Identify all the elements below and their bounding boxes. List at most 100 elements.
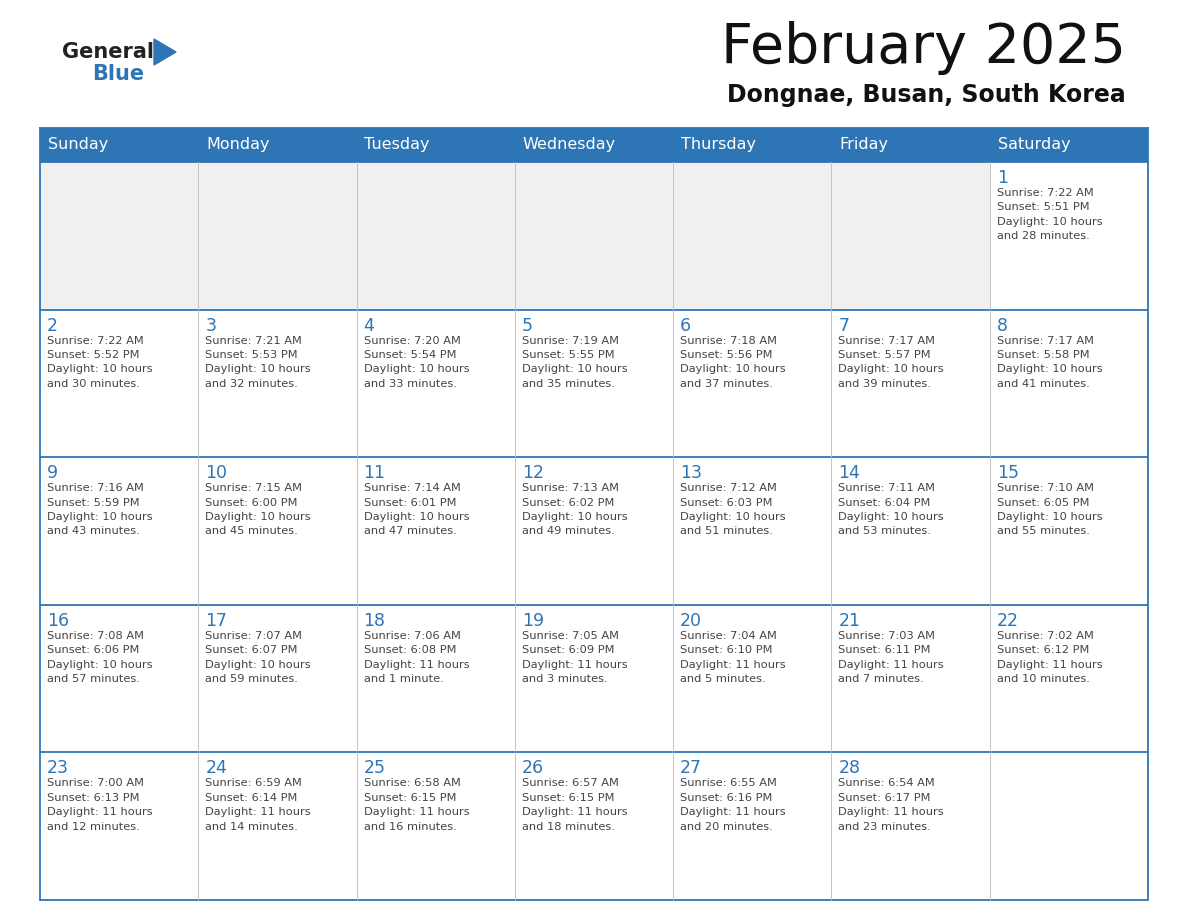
Text: 12: 12	[522, 465, 544, 482]
Text: Friday: Friday	[840, 138, 889, 152]
Bar	[674, 309, 832, 457]
Bar	[990, 309, 1148, 457]
Text: Wednesday: Wednesday	[523, 138, 615, 152]
Bar	[40, 457, 198, 605]
Text: Sunrise: 7:14 AM
Sunset: 6:01 PM
Daylight: 10 hours
and 47 minutes.: Sunrise: 7:14 AM Sunset: 6:01 PM Dayligh…	[364, 483, 469, 536]
Bar	[674, 162, 832, 309]
Bar	[674, 605, 832, 753]
Text: General: General	[62, 42, 154, 62]
Bar	[832, 309, 990, 457]
Text: February 2025: February 2025	[721, 21, 1126, 75]
Bar	[514, 128, 674, 162]
Text: Sunrise: 7:16 AM
Sunset: 5:59 PM
Daylight: 10 hours
and 43 minutes.: Sunrise: 7:16 AM Sunset: 5:59 PM Dayligh…	[48, 483, 152, 536]
Bar	[198, 605, 356, 753]
Text: 2: 2	[48, 317, 58, 334]
Text: 24: 24	[206, 759, 227, 778]
Text: Sunrise: 7:06 AM
Sunset: 6:08 PM
Daylight: 11 hours
and 1 minute.: Sunrise: 7:06 AM Sunset: 6:08 PM Dayligh…	[364, 631, 469, 684]
Text: Sunrise: 7:15 AM
Sunset: 6:00 PM
Daylight: 10 hours
and 45 minutes.: Sunrise: 7:15 AM Sunset: 6:00 PM Dayligh…	[206, 483, 311, 536]
Text: Sunrise: 7:18 AM
Sunset: 5:56 PM
Daylight: 10 hours
and 37 minutes.: Sunrise: 7:18 AM Sunset: 5:56 PM Dayligh…	[681, 336, 785, 389]
Bar	[198, 457, 356, 605]
Text: 21: 21	[839, 611, 860, 630]
Bar	[514, 605, 674, 753]
Bar	[40, 605, 198, 753]
Bar	[990, 753, 1148, 900]
Text: 26: 26	[522, 759, 544, 778]
Text: Sunrise: 6:54 AM
Sunset: 6:17 PM
Daylight: 11 hours
and 23 minutes.: Sunrise: 6:54 AM Sunset: 6:17 PM Dayligh…	[839, 778, 944, 832]
Text: 11: 11	[364, 465, 386, 482]
Text: 8: 8	[997, 317, 1007, 334]
Bar	[198, 128, 356, 162]
Text: Sunrise: 7:13 AM
Sunset: 6:02 PM
Daylight: 10 hours
and 49 minutes.: Sunrise: 7:13 AM Sunset: 6:02 PM Dayligh…	[522, 483, 627, 536]
Text: Dongnae, Busan, South Korea: Dongnae, Busan, South Korea	[727, 83, 1126, 107]
Polygon shape	[154, 39, 176, 65]
Text: 25: 25	[364, 759, 386, 778]
Bar	[674, 128, 832, 162]
Bar	[674, 753, 832, 900]
Bar	[356, 309, 514, 457]
Bar	[832, 605, 990, 753]
Text: 15: 15	[997, 465, 1019, 482]
Bar	[356, 128, 514, 162]
Text: Sunrise: 7:04 AM
Sunset: 6:10 PM
Daylight: 11 hours
and 5 minutes.: Sunrise: 7:04 AM Sunset: 6:10 PM Dayligh…	[681, 631, 785, 684]
Bar	[198, 309, 356, 457]
Text: 1: 1	[997, 169, 1007, 187]
Text: 18: 18	[364, 611, 386, 630]
Text: Sunrise: 7:00 AM
Sunset: 6:13 PM
Daylight: 11 hours
and 12 minutes.: Sunrise: 7:00 AM Sunset: 6:13 PM Dayligh…	[48, 778, 152, 832]
Text: 10: 10	[206, 465, 227, 482]
Text: 20: 20	[681, 611, 702, 630]
Text: Thursday: Thursday	[681, 138, 756, 152]
Text: 16: 16	[48, 611, 69, 630]
Text: Sunrise: 7:17 AM
Sunset: 5:57 PM
Daylight: 10 hours
and 39 minutes.: Sunrise: 7:17 AM Sunset: 5:57 PM Dayligh…	[839, 336, 944, 389]
Text: 14: 14	[839, 465, 860, 482]
Text: Sunrise: 6:58 AM
Sunset: 6:15 PM
Daylight: 11 hours
and 16 minutes.: Sunrise: 6:58 AM Sunset: 6:15 PM Dayligh…	[364, 778, 469, 832]
Text: Sunrise: 7:22 AM
Sunset: 5:51 PM
Daylight: 10 hours
and 28 minutes.: Sunrise: 7:22 AM Sunset: 5:51 PM Dayligh…	[997, 188, 1102, 241]
Text: Blue: Blue	[91, 64, 144, 84]
Text: 19: 19	[522, 611, 544, 630]
Text: 22: 22	[997, 611, 1019, 630]
Text: Sunrise: 7:11 AM
Sunset: 6:04 PM
Daylight: 10 hours
and 53 minutes.: Sunrise: 7:11 AM Sunset: 6:04 PM Dayligh…	[839, 483, 944, 536]
Text: Sunrise: 7:05 AM
Sunset: 6:09 PM
Daylight: 11 hours
and 3 minutes.: Sunrise: 7:05 AM Sunset: 6:09 PM Dayligh…	[522, 631, 627, 684]
Text: Sunrise: 7:10 AM
Sunset: 6:05 PM
Daylight: 10 hours
and 55 minutes.: Sunrise: 7:10 AM Sunset: 6:05 PM Dayligh…	[997, 483, 1102, 536]
Text: Sunrise: 7:20 AM
Sunset: 5:54 PM
Daylight: 10 hours
and 33 minutes.: Sunrise: 7:20 AM Sunset: 5:54 PM Dayligh…	[364, 336, 469, 389]
Bar	[40, 128, 198, 162]
Text: Sunrise: 6:57 AM
Sunset: 6:15 PM
Daylight: 11 hours
and 18 minutes.: Sunrise: 6:57 AM Sunset: 6:15 PM Dayligh…	[522, 778, 627, 832]
Text: Sunrise: 7:17 AM
Sunset: 5:58 PM
Daylight: 10 hours
and 41 minutes.: Sunrise: 7:17 AM Sunset: 5:58 PM Dayligh…	[997, 336, 1102, 389]
Bar	[514, 309, 674, 457]
Bar	[990, 457, 1148, 605]
Text: Sunrise: 6:59 AM
Sunset: 6:14 PM
Daylight: 11 hours
and 14 minutes.: Sunrise: 6:59 AM Sunset: 6:14 PM Dayligh…	[206, 778, 311, 832]
Text: 27: 27	[681, 759, 702, 778]
Text: 17: 17	[206, 611, 227, 630]
Text: Sunrise: 7:08 AM
Sunset: 6:06 PM
Daylight: 10 hours
and 57 minutes.: Sunrise: 7:08 AM Sunset: 6:06 PM Dayligh…	[48, 631, 152, 684]
Bar	[674, 457, 832, 605]
Text: 4: 4	[364, 317, 374, 334]
Bar	[198, 162, 356, 309]
Text: 3: 3	[206, 317, 216, 334]
Text: 13: 13	[681, 465, 702, 482]
Text: 6: 6	[681, 317, 691, 334]
Text: Tuesday: Tuesday	[365, 138, 430, 152]
Bar	[990, 162, 1148, 309]
Bar	[514, 457, 674, 605]
Bar	[990, 128, 1148, 162]
Text: 28: 28	[839, 759, 860, 778]
Bar	[832, 162, 990, 309]
Bar	[514, 753, 674, 900]
Text: Saturday: Saturday	[998, 138, 1070, 152]
Bar	[356, 457, 514, 605]
Text: Sunrise: 7:19 AM
Sunset: 5:55 PM
Daylight: 10 hours
and 35 minutes.: Sunrise: 7:19 AM Sunset: 5:55 PM Dayligh…	[522, 336, 627, 389]
Bar	[356, 162, 514, 309]
Text: Sunrise: 7:12 AM
Sunset: 6:03 PM
Daylight: 10 hours
and 51 minutes.: Sunrise: 7:12 AM Sunset: 6:03 PM Dayligh…	[681, 483, 785, 536]
Text: Sunrise: 6:55 AM
Sunset: 6:16 PM
Daylight: 11 hours
and 20 minutes.: Sunrise: 6:55 AM Sunset: 6:16 PM Dayligh…	[681, 778, 785, 832]
Bar	[514, 162, 674, 309]
Bar	[40, 753, 198, 900]
Text: Monday: Monday	[207, 138, 270, 152]
Text: Sunrise: 7:07 AM
Sunset: 6:07 PM
Daylight: 10 hours
and 59 minutes.: Sunrise: 7:07 AM Sunset: 6:07 PM Dayligh…	[206, 631, 311, 684]
Bar	[40, 162, 198, 309]
Bar	[832, 457, 990, 605]
Text: Sunrise: 7:03 AM
Sunset: 6:11 PM
Daylight: 11 hours
and 7 minutes.: Sunrise: 7:03 AM Sunset: 6:11 PM Dayligh…	[839, 631, 944, 684]
Text: 7: 7	[839, 317, 849, 334]
Bar	[198, 753, 356, 900]
Text: Sunrise: 7:02 AM
Sunset: 6:12 PM
Daylight: 11 hours
and 10 minutes.: Sunrise: 7:02 AM Sunset: 6:12 PM Dayligh…	[997, 631, 1102, 684]
Text: 23: 23	[48, 759, 69, 778]
Bar	[990, 605, 1148, 753]
